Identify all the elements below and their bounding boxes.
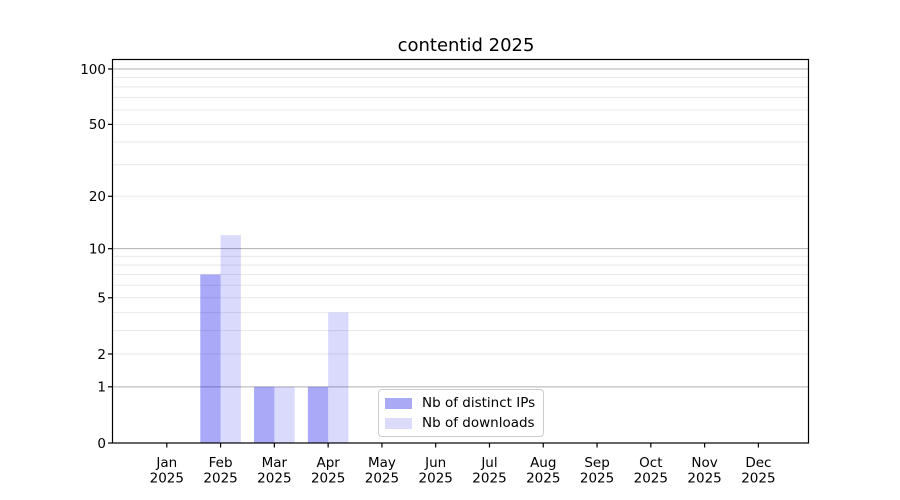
y-tick-label: 100 (80, 62, 106, 78)
bar-feb-distinct-ips (200, 274, 221, 443)
plot-border (111, 58, 810, 444)
x-tick-label-month: Feb (209, 455, 233, 471)
x-tick-label-month: Jan (155, 455, 177, 471)
y-tick-label: 0 (97, 436, 106, 452)
x-tick-label-year: 2025 (257, 471, 291, 487)
bar-apr-distinct-ips (307, 386, 329, 443)
x-tick-label-month: Apr (316, 455, 340, 471)
x-tick-label-month: Aug (530, 455, 556, 471)
legend-item-downloads: Nb of downloads (385, 415, 543, 431)
x-tick-label-month: Oct (639, 455, 662, 471)
x-tick-label-month: May (368, 455, 396, 471)
y-axis: 0 1 2 5 10 20 50 100 (80, 62, 113, 452)
legend-label-downloads: Nb of downloads (422, 415, 535, 431)
legend-item-distinct-ips: Nb of distinct IPs (385, 395, 543, 411)
x-tick-label-month: Dec (745, 455, 771, 471)
x-tick-label-month: Nov (691, 455, 717, 471)
x-tick-label-month: Mar (262, 455, 288, 471)
bar-apr-downloads (328, 312, 349, 443)
x-tick-label-year: 2025 (687, 471, 721, 487)
legend-label-distinct-ips: Nb of distinct IPs (422, 395, 536, 411)
legend: Nb of distinct IPs Nb of downloads (378, 389, 544, 437)
y-tick-label: 5 (97, 291, 106, 307)
x-axis: Jan2025Feb2025Mar2025Apr2025May2025Jun20… (150, 443, 776, 487)
x-tick-label-year: 2025 (634, 471, 668, 487)
x-tick-label-year: 2025 (419, 471, 453, 487)
y-grid-minor (112, 76, 809, 355)
y-tick-label: 1 (97, 380, 106, 396)
x-tick-label-year: 2025 (311, 471, 345, 487)
series-downloads (220, 235, 349, 443)
x-tick-label-year: 2025 (526, 471, 560, 487)
y-tick-label: 2 (97, 347, 106, 363)
bar-feb-downloads (220, 235, 241, 443)
x-tick-label-month: Sep (584, 455, 609, 471)
y-tick-label: 20 (89, 189, 106, 205)
x-tick-label-year: 2025 (472, 471, 506, 487)
series-distinct-ips (200, 274, 329, 443)
x-tick-label-year: 2025 (580, 471, 614, 487)
x-tick-label-year: 2025 (365, 471, 399, 487)
chart-title: contentid 2025 (397, 35, 535, 56)
y-grid-major (112, 68, 809, 388)
x-tick-label-month: Jun (424, 455, 446, 471)
downloads-swatch-icon (385, 417, 412, 429)
x-tick-label-year: 2025 (150, 471, 184, 487)
y-tick-label: 50 (89, 117, 106, 133)
bar-mar-downloads (274, 386, 295, 443)
distinct-ips-swatch-icon (385, 397, 412, 409)
bar-mar-distinct-ips (254, 386, 275, 443)
x-tick-label-month: Jul (480, 455, 497, 471)
x-tick-label-year: 2025 (203, 471, 237, 487)
x-tick-label-year: 2025 (741, 471, 775, 487)
y-tick-label: 10 (89, 241, 106, 257)
